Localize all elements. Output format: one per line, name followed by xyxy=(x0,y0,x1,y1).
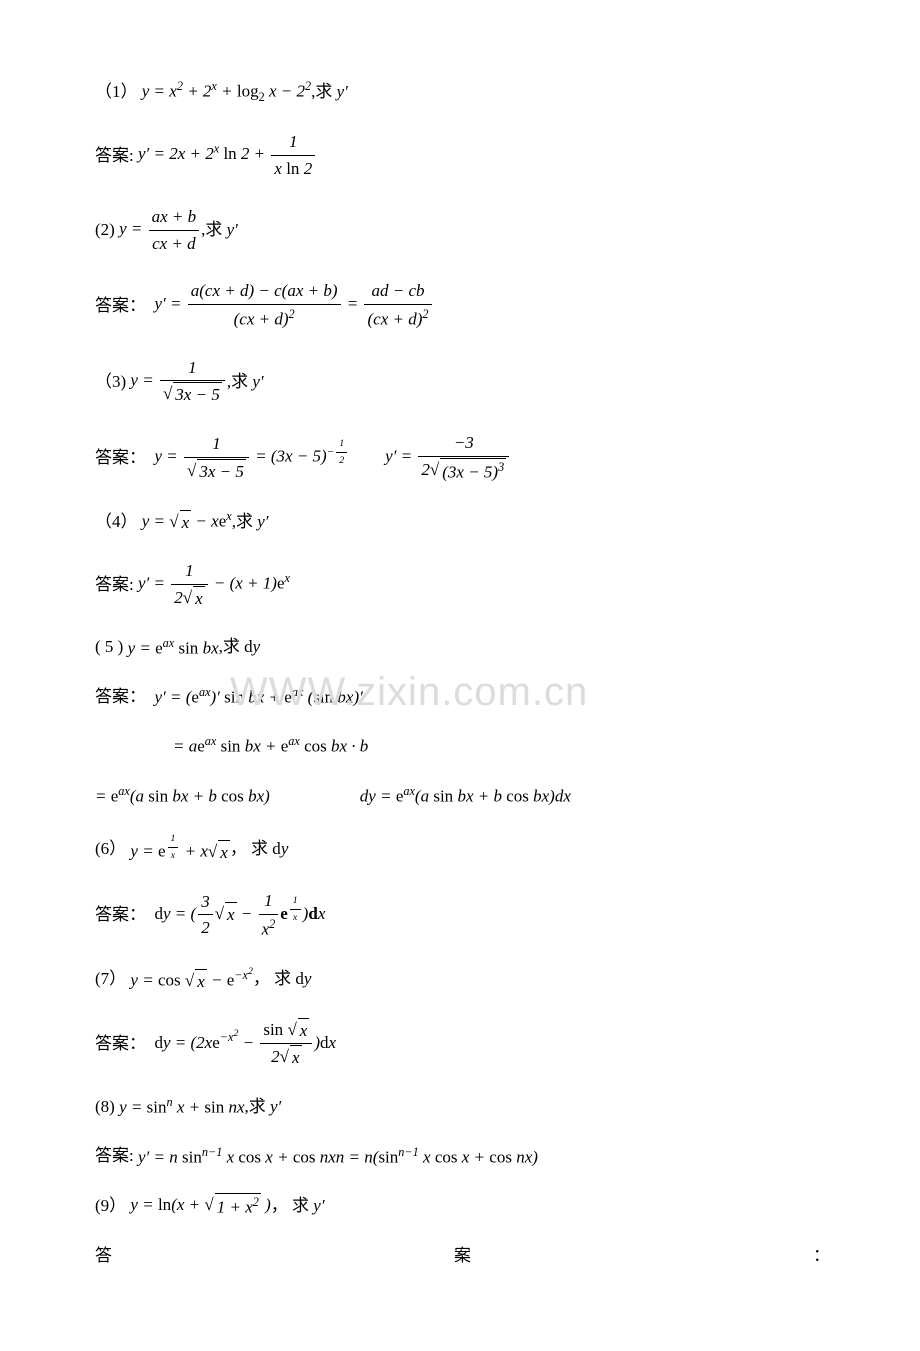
a1-math: y′ = 2x + 2x ln 2 + 1x ln 2 xyxy=(138,130,317,181)
q1-ask: ,求 y′ xyxy=(311,80,348,104)
q6-math: y = e1x + x√x xyxy=(130,832,229,864)
q1-math: y = x2 + 2x + log2 x − 22 xyxy=(142,78,311,106)
a6-math: dy = (32√x − 1x2e1x)dx xyxy=(155,889,326,941)
a3-math1: y = 1√3x − 5 = (3x − 5)−12 xyxy=(155,432,350,484)
answer-5-l2: = aeax sin bx + eax cos bx · b xyxy=(95,733,830,758)
answer-7: 答案： dy = (2xe−x2 − sin √x2√x)dx xyxy=(95,1018,830,1071)
answer-1: 答案: y′ = 2x + 2x ln 2 + 1x ln 2 xyxy=(95,130,830,181)
problem-6: (6） y = e1x + x√x ， 求 dy xyxy=(95,832,830,864)
a7-prefix: 答案： xyxy=(95,1032,146,1056)
problem-7: (7） y = cos √x − e−x2 ， 求 dy xyxy=(95,965,830,994)
q8-math: y = sinn x + sin nx xyxy=(119,1094,244,1119)
answer-2: 答案： y′ = a(cx + d) − c(ax + b)(cx + d)2 … xyxy=(95,279,830,331)
a5-prefix: 答案： xyxy=(95,685,146,709)
answer-4: 答案: y′ = 12√x − (x + 1)ex xyxy=(95,559,830,611)
a7-math: dy = (2xe−x2 − sin √x2√x)dx xyxy=(155,1018,337,1071)
problem-3: （3) y = 1√3x − 5 ,求 y′ xyxy=(95,356,830,408)
a9-mid: 案 xyxy=(454,1244,471,1268)
a6-prefix: 答案： xyxy=(95,903,146,927)
problem-5: ( 5 ) y = eax sin bx ,求 dy xyxy=(95,635,830,660)
q8-ask: ,求 y′ xyxy=(245,1095,282,1119)
index-5: ( 5 ) xyxy=(95,635,123,659)
a4-math: y′ = 12√x − (x + 1)ex xyxy=(138,559,290,611)
index-4: （4） xyxy=(95,510,138,534)
q4-math: y = √x − xex xyxy=(142,508,232,534)
q6-ask: ， 求 dy xyxy=(230,837,289,861)
index-3: （3) xyxy=(95,370,126,394)
problem-8: (8) y = sinn x + sin nx ,求 y′ xyxy=(95,1094,830,1119)
a2-prefix: 答案： xyxy=(95,294,146,318)
q5-ask: ,求 dy xyxy=(219,635,261,659)
page-content: （1） y = x2 + 2x + log2 x − 22 ,求 y′ 答案: … xyxy=(0,0,920,1351)
index-8: (8) xyxy=(95,1095,115,1119)
q2-math: y = ax + bcx + d xyxy=(119,205,201,256)
q3-ask: ,求 y′ xyxy=(227,370,264,394)
a9-right: ： xyxy=(813,1244,830,1268)
a2-math: y′ = a(cx + d) − c(ax + b)(cx + d)2 = ad… xyxy=(155,279,434,331)
problem-9: (9） y = ln(x + √1 + x2 ) ， 求 y′ xyxy=(95,1193,830,1219)
problem-1: （1） y = x2 + 2x + log2 x − 22 ,求 y′ xyxy=(95,78,830,106)
a4-prefix: 答案: xyxy=(95,573,134,597)
q9-ask: ， 求 y′ xyxy=(271,1194,325,1218)
a5-math1: y′ = (eax)′ sin bx + eax (sin bx)′ xyxy=(155,684,363,709)
answer-3: 答案： y = 1√3x − 5 = (3x − 5)−12 y′ = −32√… xyxy=(95,431,830,484)
q9-math: y = ln(x + √1 + x2 ) xyxy=(130,1193,270,1219)
problem-2: (2) y = ax + bcx + d ,求 y′ xyxy=(95,205,830,256)
index-2: (2) xyxy=(95,218,115,242)
answer-8: 答案: y′ = n sinn−1 x cos x + cos nxn = n(… xyxy=(95,1144,830,1169)
answer-5-l1: 答案： y′ = (eax)′ sin bx + eax (sin bx)′ xyxy=(95,684,830,709)
index-6: (6） xyxy=(95,837,126,861)
answer-5-l3: = eax(a sin bx + b cos bx) dy = eax(a si… xyxy=(95,783,830,808)
a8-prefix: 答案: xyxy=(95,1144,134,1168)
answer-9: 答 案 ： xyxy=(95,1244,830,1268)
a9-left: 答 xyxy=(95,1244,112,1268)
a5-dy: dy = eax(a sin bx + b cos bx)dx xyxy=(360,783,571,808)
q4-ask: ,求 y′ xyxy=(232,510,269,534)
problem-4: （4） y = √x − xex ,求 y′ xyxy=(95,508,830,534)
q7-math: y = cos √x − e−x2 xyxy=(130,965,252,994)
a1-prefix: 答案: xyxy=(95,144,134,168)
a5-math2: = aeax sin bx + eax cos bx · b xyxy=(173,733,368,758)
q7-ask: ， 求 dy xyxy=(253,967,312,991)
q5-math: y = eax sin bx xyxy=(128,635,219,660)
a3-prefix: 答案： xyxy=(95,446,146,470)
a8-math: y′ = n sinn−1 x cos x + cos nxn = n(sinn… xyxy=(138,1144,538,1169)
answer-6: 答案： dy = (32√x − 1x2e1x)dx xyxy=(95,889,830,941)
a3-math2: y′ = −32√(3x − 5)3 xyxy=(385,431,511,484)
q2-ask: ,求 y′ xyxy=(201,218,238,242)
index-9: (9） xyxy=(95,1194,126,1218)
index-7: (7） xyxy=(95,967,126,991)
a5-math3: = eax(a sin bx + b cos bx) xyxy=(95,783,270,808)
q3-math: y = 1√3x − 5 xyxy=(130,356,226,408)
index-1: （1） xyxy=(95,80,138,104)
